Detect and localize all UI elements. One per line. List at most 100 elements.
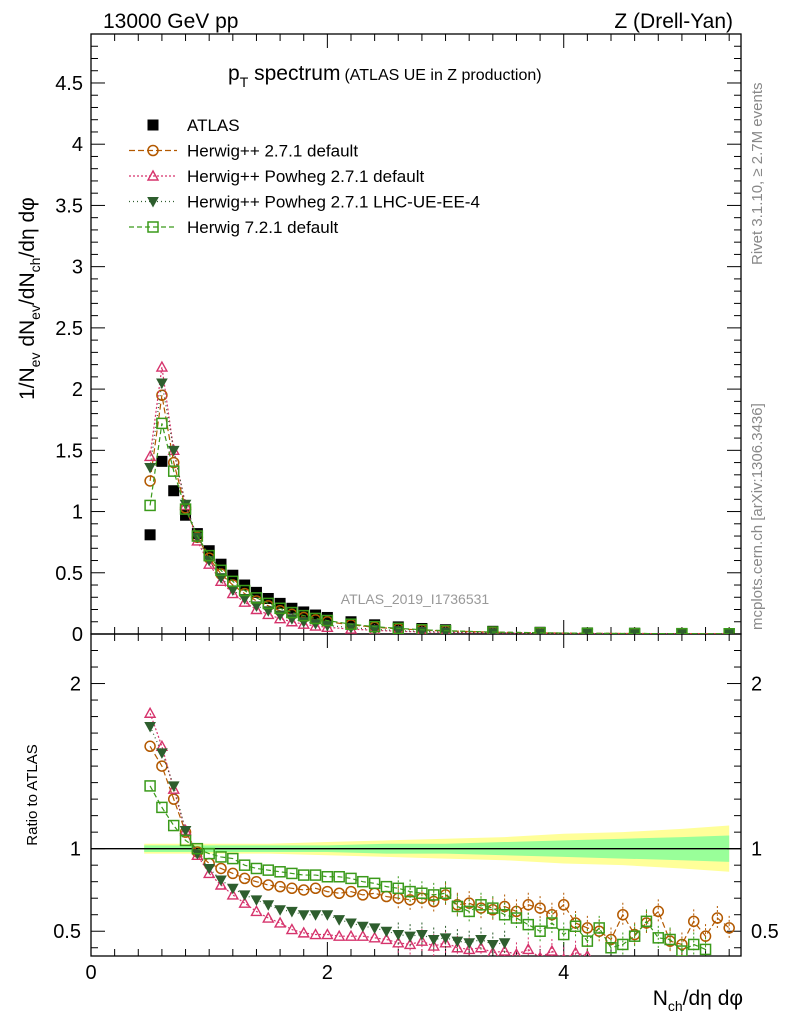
main-series-3-point (156, 378, 168, 390)
ratio-y-axis-title: Ratio to ATLAS (24, 744, 41, 845)
ratio-series-0-point (345, 885, 357, 898)
ratio-series-1-point (474, 941, 488, 953)
main-series-3-point (167, 445, 180, 457)
main-series-3-point (250, 601, 263, 612)
ratio-series-3-point (510, 912, 523, 924)
ratio-series-2-point (286, 906, 298, 918)
main-series-0-point (156, 455, 168, 467)
ratio-series-3-point (640, 915, 653, 928)
ratio-series-3-point (368, 877, 381, 890)
main-series-4-point (215, 564, 227, 577)
main-series-3-point (676, 629, 688, 634)
ratio-series-3-point (297, 869, 310, 881)
ratio-y-tick-label-right: 2 (751, 674, 762, 696)
header-left: 13000 GeV pp (103, 10, 238, 33)
ratio-series-3-point (451, 900, 464, 913)
header-right: Z (Drell-Yan) (614, 10, 733, 33)
ratio-series-2-point (498, 938, 511, 949)
main-y-tick-label: 1.5 (55, 440, 83, 462)
main-series-4-point (179, 503, 192, 515)
ratio-series-0-point (309, 882, 322, 895)
ratio-series-1-point (368, 931, 381, 943)
legend-label: Herwig 7.2.1 default (187, 218, 338, 237)
main-series-3-point (238, 593, 251, 605)
ratio-series-1-point (487, 946, 499, 956)
main-series-4-point (487, 626, 499, 634)
main-series-4-point (297, 609, 310, 622)
ratio-series-2-point (226, 883, 239, 895)
ratio-series-3-point (581, 935, 594, 947)
main-y-tick-label: 3.5 (55, 195, 83, 217)
main-series-4-point (191, 530, 204, 542)
main-series-4-point (628, 627, 641, 634)
ratio-series-2-point (463, 938, 476, 949)
ratio-series-1-point (238, 896, 251, 908)
main-y-tick-label: 2.5 (55, 318, 83, 340)
ratio-series-0-point (333, 887, 345, 900)
ratio-series-2-point (321, 910, 334, 921)
main-series-4-point (309, 612, 322, 625)
main-series-4-point (368, 620, 381, 633)
ratio-series-2-point (179, 826, 192, 837)
main-series-3-point (416, 626, 428, 634)
legend-label: Herwig++ 2.7.1 default (187, 142, 358, 161)
ratio-y-tick-label-right: 0.5 (751, 921, 779, 943)
ratio-series-2-point (156, 748, 168, 759)
legend-marker (147, 197, 159, 208)
legend-marker (147, 221, 159, 233)
ratio-series-3-point (404, 885, 416, 898)
ratio-series-1-point (226, 888, 240, 900)
ratio-series-1-point (202, 866, 216, 879)
main-series-4-point (676, 627, 688, 634)
ratio-series-0-point (404, 894, 416, 906)
main-series-group (143, 360, 736, 634)
ratio-series-2-point (451, 936, 464, 948)
ratio-series-1-point (344, 929, 358, 941)
legend: ATLAS Herwig++ 2.7.1 default Herwig++ Powh… (129, 116, 480, 237)
ratio-series-0-point (167, 793, 180, 805)
ratio-series-2-point (309, 910, 322, 921)
main-y-tick-label: 0 (72, 624, 83, 646)
ratio-series-3-point (274, 866, 286, 878)
main-series-4-point (144, 499, 156, 512)
main-series-2-point (262, 607, 275, 620)
ratio-series-0-point (699, 930, 712, 942)
ratio-series-1-point (545, 944, 559, 956)
ratio-series-0-point (557, 899, 570, 911)
analysis-watermark: ATLAS_2019_I1736531 (341, 591, 490, 607)
ratio-series-3-point (238, 859, 251, 871)
ratio-series-3-point (557, 928, 570, 941)
ratio-series-3-point (617, 938, 629, 951)
x-tick-label: 0 (85, 962, 96, 984)
ratio-series-3-point (546, 917, 558, 929)
ratio-y-tick-label-right: 1 (751, 839, 762, 861)
main-y-tick-label: 2 (72, 379, 83, 401)
ratio-series-1-point (427, 939, 440, 951)
ratio-series-3-line (149, 785, 706, 952)
ratio-series-3-point (699, 943, 712, 956)
ratio-series-0-point (215, 862, 227, 875)
main-series-4-point (534, 627, 546, 634)
ratio-series-1-point (511, 947, 521, 956)
ratio-series-2-point (238, 890, 251, 901)
ratio-series-1-point (356, 929, 370, 941)
ratio-series-3-point (487, 902, 499, 914)
ratio-series-group (143, 706, 735, 956)
ratio-series-0-point (286, 882, 298, 895)
ratio-series-1-point (380, 933, 393, 945)
ratio-series-3-point (357, 875, 369, 888)
ratio-series-2-point (356, 921, 369, 933)
ratio-series-3-point (345, 872, 357, 885)
ratio-series-2-point (416, 930, 428, 941)
main-title: pT spectrum (ATLAS UE in Z production) (228, 62, 542, 90)
ratio-series-3-point (498, 908, 511, 921)
ratio-y-tick-label: 2 (70, 674, 81, 696)
ratio-series-1-point (498, 944, 511, 956)
ratio-series-0-point (238, 872, 251, 885)
main-series-4-point (286, 606, 298, 619)
ratio-series-1-point (332, 929, 346, 941)
main-series-0-point (227, 569, 239, 581)
ratio-series-3-point (475, 899, 487, 911)
x-tick-label: 2 (322, 962, 333, 984)
main-series-2-point (143, 450, 157, 462)
